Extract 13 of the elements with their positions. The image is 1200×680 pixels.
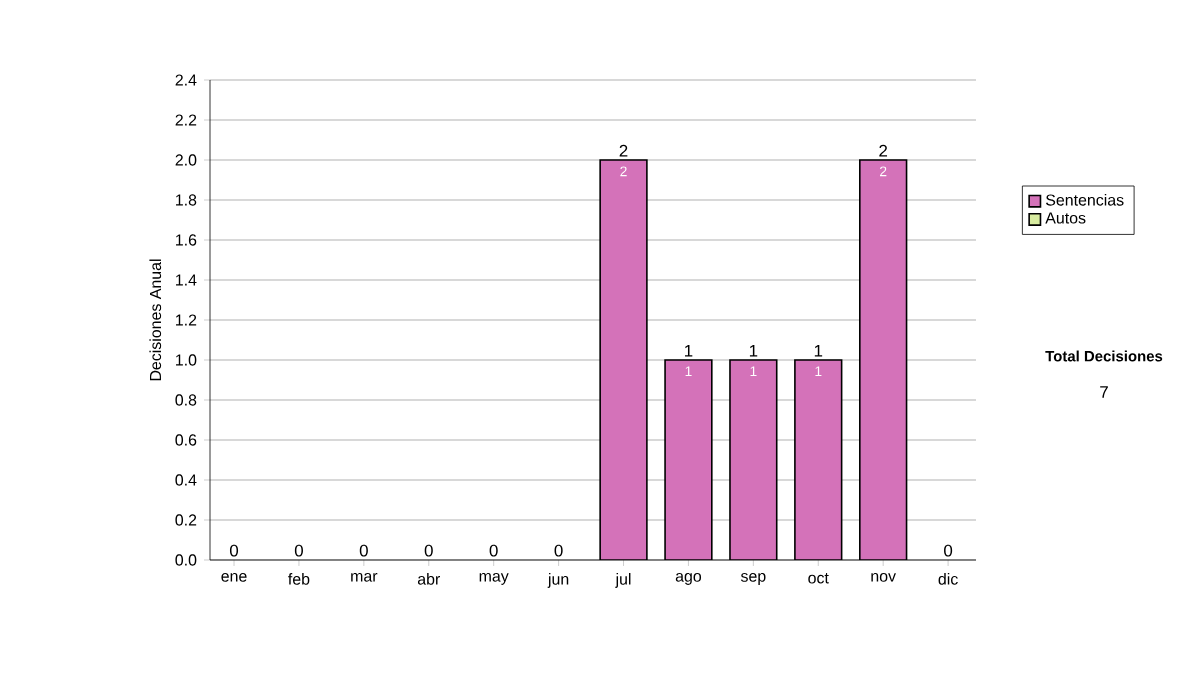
- total-label: 2: [879, 144, 888, 157]
- total-label: 0: [359, 544, 368, 557]
- total-label: 0: [554, 544, 563, 557]
- total-label: 0: [424, 544, 433, 557]
- total-label: 2: [619, 144, 628, 157]
- total-label: 0: [294, 544, 303, 557]
- total-label: 0: [229, 544, 239, 557]
- total-label: 0: [944, 544, 953, 557]
- total-label: 0: [489, 544, 498, 557]
- text: 7: [1100, 386, 1108, 398]
- total-label: 1: [685, 344, 693, 357]
- total-label: 1: [814, 344, 823, 357]
- total-label: 1: [749, 344, 758, 357]
